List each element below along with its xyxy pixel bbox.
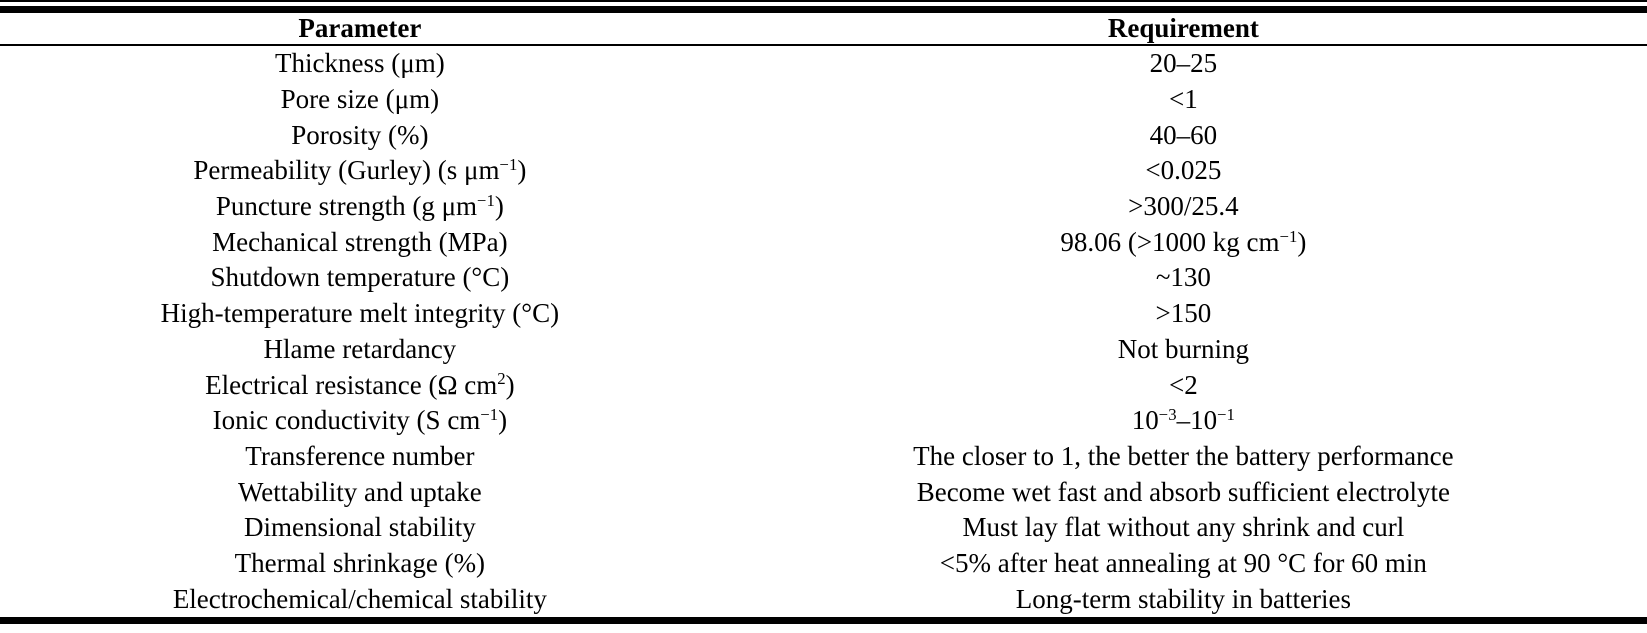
table-header: Parameter Requirement bbox=[0, 9, 1647, 46]
parameter-cell: Shutdown temperature (°C) bbox=[210, 262, 510, 293]
requirement-cell: 98.06 (>1000 kg cm−1) bbox=[1060, 226, 1307, 257]
parameter-cell: Electrical resistance (Ω cm2) bbox=[205, 369, 515, 400]
requirement-cell: <5% after heat annealing at 90 °C for 60… bbox=[939, 547, 1427, 578]
header-row: Parameter Requirement bbox=[0, 9, 1647, 46]
table-row: Ionic conductivity (S cm−1) 10−3–10−1 bbox=[0, 403, 1647, 439]
parameter-cell: Pore size (μm) bbox=[280, 84, 440, 115]
column-header-requirement: Requirement bbox=[719, 9, 1647, 46]
table-row: Puncture strength (g μm−1) >300/25.4 bbox=[0, 189, 1647, 225]
requirement-cell: <1 bbox=[1169, 84, 1198, 115]
table-row: High-temperature melt integrity (°C) >150 bbox=[0, 296, 1647, 332]
table-row: Thermal shrinkage (%) <5% after heat anne… bbox=[0, 546, 1647, 582]
table-row: Porosity (%) 40–60 bbox=[0, 117, 1647, 153]
table-row: Thickness (μm) 20–25 bbox=[0, 45, 1647, 82]
parameter-cell: Puncture strength (g μm−1) bbox=[215, 190, 504, 222]
requirement-cell: ~130 bbox=[1155, 262, 1211, 293]
parameter-cell: Electrochemical/chemical stability bbox=[172, 583, 547, 614]
table-row: Transference number The closer to 1, the … bbox=[0, 439, 1647, 475]
parameter-cell: High-temperature melt integrity (°C) bbox=[160, 298, 560, 329]
parameter-cell: Thermal shrinkage (%) bbox=[234, 547, 486, 578]
parameter-cell: Wettability and uptake bbox=[237, 476, 482, 507]
requirement-cell: <2 bbox=[1169, 369, 1198, 400]
column-header-parameter: Parameter bbox=[0, 9, 720, 46]
table-row: Hlame retardancy Not burning bbox=[0, 332, 1647, 368]
table-body: Thickness (μm) 20–25 Pore size (μm) <1 Poros… bbox=[0, 45, 1647, 621]
parameter-cell: Transference number bbox=[245, 440, 475, 471]
requirement-cell: 40–60 bbox=[1149, 119, 1218, 150]
parameter-cell: Porosity (%) bbox=[291, 119, 429, 150]
requirement-cell: >300/25.4 bbox=[1128, 191, 1239, 222]
table-row: Shutdown temperature (°C) ~130 bbox=[0, 260, 1647, 296]
parameter-cell: Thickness (μm) bbox=[275, 48, 445, 79]
requirement-cell: >150 bbox=[1155, 298, 1212, 329]
table-row: Permeability (Gurley) (s μm−1) <0.025 bbox=[0, 153, 1647, 189]
requirements-table: Parameter Requirement Thickness (μm) 20–2… bbox=[0, 6, 1647, 624]
parameter-cell: Permeability (Gurley) (s μm−1) bbox=[193, 155, 527, 186]
requirement-cell: 10−3–10−1 bbox=[1131, 405, 1235, 436]
parameter-cell: Mechanical strength (MPa) bbox=[212, 226, 508, 257]
requirement-cell: The closer to 1, the better the battery … bbox=[913, 440, 1454, 471]
table-row: Mechanical strength (MPa) 98.06 (>1000 kg… bbox=[0, 224, 1647, 260]
parameter-cell: Ionic conductivity (S cm−1) bbox=[212, 405, 508, 436]
table-row: Electrical resistance (Ω cm2) <2 bbox=[0, 367, 1647, 403]
table-row: Electrochemical/chemical stability Long-t… bbox=[0, 581, 1647, 620]
table-row: Dimensional stability Must lay flat witho… bbox=[0, 510, 1647, 546]
requirement-cell: 20–25 bbox=[1149, 48, 1218, 79]
requirement-cell: Not burning bbox=[1117, 333, 1249, 364]
requirement-cell: Long-term stability in batteries bbox=[1015, 583, 1351, 614]
parameter-cell: Hlame retardancy bbox=[263, 333, 457, 364]
requirement-cell: <0.025 bbox=[1145, 155, 1222, 186]
parameter-cell: Dimensional stability bbox=[244, 512, 476, 543]
requirement-cell: Become wet fast and absorb sufficient el… bbox=[916, 476, 1451, 507]
requirement-cell: Must lay flat without any shrink and cur… bbox=[962, 512, 1405, 543]
table-row: Wettability and uptake Become wet fast an… bbox=[0, 474, 1647, 510]
table-row: Pore size (μm) <1 bbox=[0, 82, 1647, 118]
